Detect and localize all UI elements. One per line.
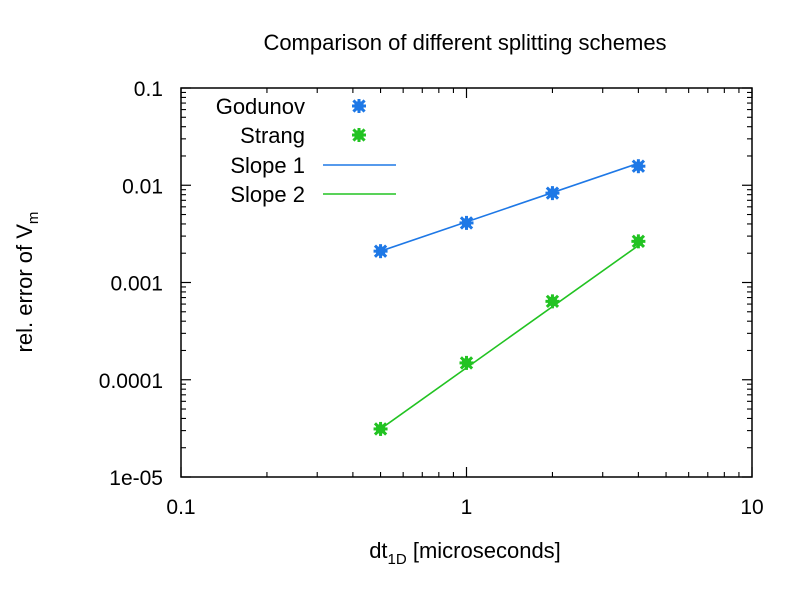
point-strang	[631, 234, 646, 249]
point-strang	[373, 421, 388, 436]
point-godunov	[631, 159, 646, 174]
series-lines	[380, 162, 639, 430]
x-axis-label-subscript: 1D	[388, 551, 407, 568]
y-axis-label-base: rel. error of V	[12, 224, 37, 353]
x-tick-label: 1	[461, 496, 473, 519]
point-godunov	[459, 215, 474, 230]
line-slope-2	[380, 244, 639, 430]
y-tick-label: 1e-05	[109, 467, 163, 490]
legend-swatch-strang	[352, 128, 366, 142]
point-godunov	[545, 186, 560, 201]
point-godunov	[373, 244, 388, 259]
series-points	[373, 159, 646, 436]
y-axis-label: rel. error of Vm	[12, 212, 42, 353]
x-axis-label-base: dt	[369, 538, 387, 563]
legend-label-strang: Strang	[240, 123, 305, 148]
legend-swatch-godunov	[352, 99, 366, 113]
plot-area-frame	[180, 87, 753, 478]
y-axis-label-group: rel. error of Vm	[12, 212, 42, 353]
legend-label-slope-2: Slope 2	[230, 182, 305, 207]
x-tick-label: 10	[740, 496, 763, 519]
point-strang	[545, 294, 560, 309]
tick-labels: 0.1 1 10 0.1 0.01 0.001 0.0001 1e-05	[99, 78, 764, 519]
x-axis-label-rest: [microseconds]	[407, 538, 561, 563]
y-tick-label: 0.01	[122, 175, 163, 198]
x-tick-label: 0.1	[166, 496, 195, 519]
chart-title: Comparison of different splitting scheme…	[263, 30, 666, 55]
y-tick-label: 0.1	[134, 78, 163, 101]
y-tick-label: 0.0001	[99, 370, 163, 393]
y-axis-label-subscript: m	[25, 212, 42, 225]
x-axis-label: dt1D [microseconds]	[369, 538, 561, 568]
y-tick-label: 0.001	[110, 273, 163, 296]
line-slope-1	[380, 162, 639, 252]
legend-label-slope-1: Slope 1	[230, 153, 305, 178]
legend: Godunov Strang Slope 1 Slope 2	[216, 94, 396, 207]
legend-label-godunov: Godunov	[216, 94, 305, 119]
point-strang	[459, 355, 474, 370]
